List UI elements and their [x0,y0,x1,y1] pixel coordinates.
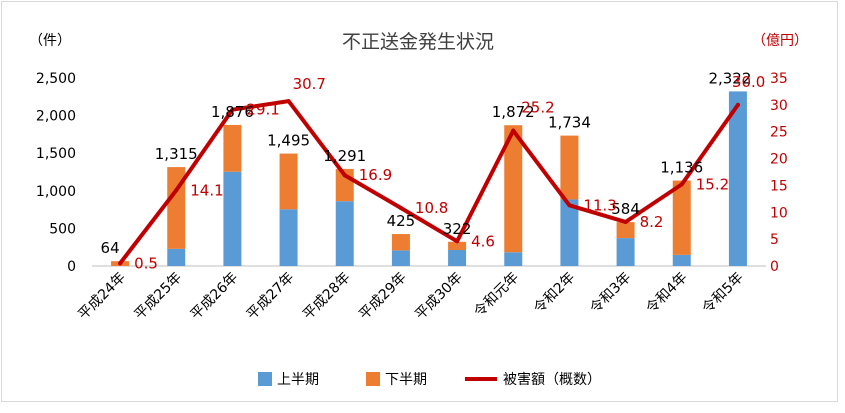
bar-upper-half [728,91,747,267]
amount-label: 15.2 [696,175,729,193]
line-point [230,107,235,112]
y-axis-left-tick-label: 2,500 [36,71,76,87]
y-axis-left-tick-label: 2,000 [36,109,76,125]
amount-label: 30.0 [732,73,765,91]
y-axis-right-tick-label: 0 [770,259,779,275]
total-count-label: 1,872 [492,103,535,121]
y-axis-right-tick-label: 15 [770,178,788,194]
line-point [455,239,460,244]
line-point [735,102,740,107]
line-point [567,203,572,208]
line-point [679,182,684,187]
amount-label: 16.9 [359,166,392,184]
y-axis-left-tick-label: 1,000 [36,184,76,200]
legend: 上半期 下半期 被害額（概数） [258,372,601,388]
bar-upper-half [616,238,635,266]
line-point [174,188,179,193]
total-count-label: 1,876 [211,103,254,121]
line-point [286,99,291,104]
bar-upper-half [560,199,579,266]
y-axis-right-tick-label: 35 [770,71,788,87]
amount-label: 4.6 [471,232,495,250]
bar-lower-half [391,234,410,251]
bar-lower-half [504,125,523,253]
amount-label: 0.5 [134,254,158,272]
y-axis-left-tick-label: 0 [67,259,76,275]
total-count-label: 584 [611,200,640,218]
bar-lower-half [672,180,691,255]
amount-label: 14.1 [190,181,223,199]
bar-upper-half [167,248,186,266]
bar-lower-half [616,222,635,239]
line-point [511,128,516,133]
legend-swatch-upper [258,372,272,386]
legend-label-upper: 上半期 [277,372,319,388]
bar-upper-half [223,171,242,266]
total-count-label: 1,734 [548,114,591,132]
y-axis-left-tick-label: 1,500 [36,146,76,162]
bar-lower-half [448,241,467,250]
y-axis-right-label: （億円） [752,33,808,49]
bar-lower-half [223,124,242,172]
amount-label: 29.1 [246,101,279,119]
legend-label-lower: 下半期 [385,372,427,388]
bar-lower-half [167,167,186,249]
chart-title: 不正送金発生状況 [342,31,494,53]
bar-upper-half [279,209,298,266]
amount-label: 8.2 [640,213,664,231]
total-count-label: 1,291 [323,147,366,165]
legend-label-line: 被害額（概数） [503,372,601,388]
total-count-label: 1,136 [660,159,703,177]
bar-upper-half [672,254,691,266]
amount-label: 11.3 [583,196,616,214]
y-axis-right-tick-label: 5 [770,232,779,248]
y-axis-left-label: （件） [29,33,71,49]
total-count-label: 1,315 [155,145,198,163]
amount-label: 10.8 [415,199,448,217]
amount-label: 30.7 [293,75,326,93]
line-point [398,205,403,210]
total-count-label: 322 [443,220,472,238]
total-count-label: 64 [101,239,120,257]
total-count-label: 2,322 [708,69,751,87]
y-axis-left-tick-label: 500 [49,221,76,237]
chart-frame [1,1,838,402]
bar-upper-half [504,252,523,266]
bar-upper-half [391,250,410,266]
bar-lower-half [560,135,579,200]
bar-upper-half [335,201,354,266]
legend-swatch-lower [366,372,380,386]
line-point [342,173,347,178]
y-axis-right-tick-label: 20 [770,152,788,168]
line-damage-amount [118,99,740,266]
y-axis-right-tick-label: 25 [770,125,788,141]
total-count-label: 425 [387,212,416,230]
y-axis-right-tick-label: 30 [770,98,788,114]
y-axis-right-tick-label: 10 [770,205,788,221]
bar-upper-half [448,249,467,266]
total-count-label: 1,495 [267,132,310,150]
bar-lower-half [279,153,298,210]
line-point [623,219,628,224]
amount-label: 25.2 [521,99,554,117]
line-point [118,261,123,266]
